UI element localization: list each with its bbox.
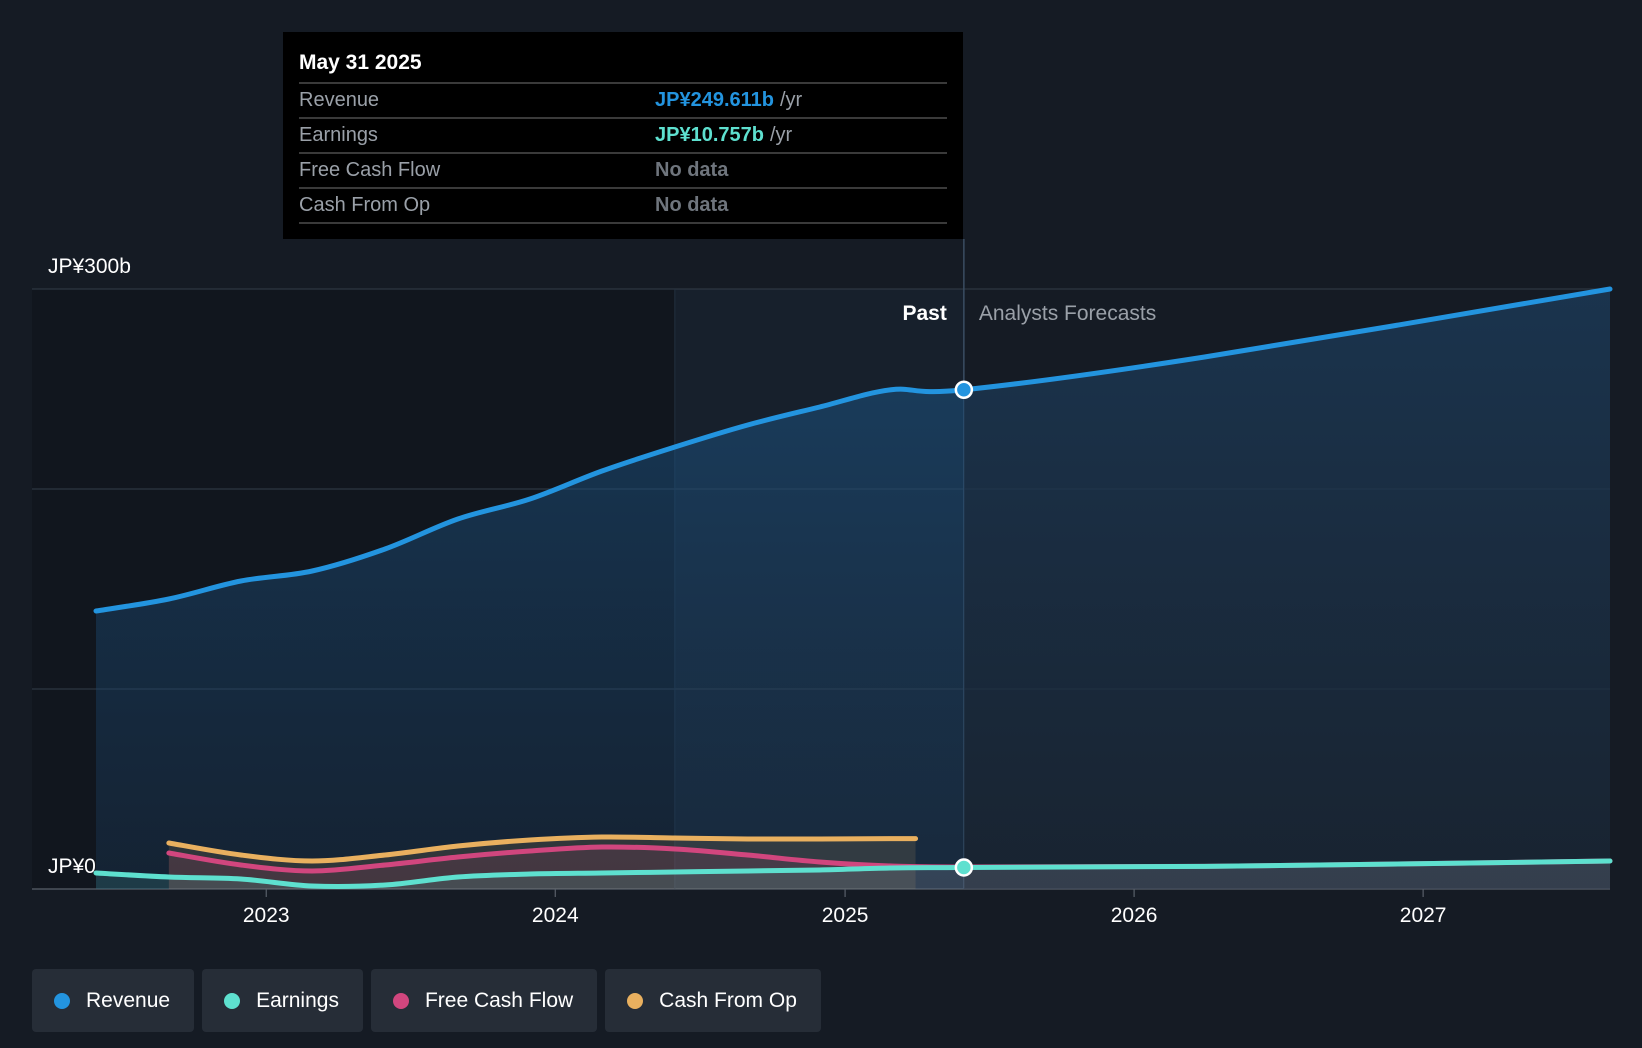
revenue-area-past (96, 389, 964, 889)
revenue-marker (954, 380, 974, 400)
tooltip-value: No data (655, 159, 729, 181)
x-axis-label: 2024 (532, 904, 579, 927)
y-axis-label: JP¥300b (48, 255, 131, 278)
legend-item-earnings[interactable]: Earnings (202, 969, 363, 1032)
x-axis-label: 2025 (822, 904, 869, 927)
tooltip-label: Earnings (299, 124, 378, 146)
legend-label: Free Cash Flow (424, 988, 574, 1012)
tooltip-value: JP¥249.611b (655, 89, 774, 111)
tooltip-label: Cash From Op (299, 194, 431, 216)
forecast-label: Analysts Forecasts (979, 302, 1156, 325)
tooltip-row-earnings: Earnings JP¥10.757b /yr (299, 119, 947, 154)
legend-dot-icon (392, 992, 409, 1009)
revenue-area-forecast (963, 289, 1610, 889)
tooltip-label: Revenue (299, 89, 380, 111)
tooltip-row-cash-from-op: Cash From Op No data (299, 189, 947, 224)
legend-item-cash-from-op[interactable]: Cash From Op (605, 969, 821, 1032)
past-label: Past (902, 302, 946, 325)
legend-item-revenue[interactable]: Revenue (32, 969, 195, 1032)
x-axis-label: 2023 (243, 904, 290, 927)
tooltip: May 31 2025 Revenue JP¥249.611b /yr Earn… (283, 32, 963, 239)
x-axis-label: 2026 (1111, 904, 1158, 927)
legend-label: Earnings (256, 988, 339, 1012)
tooltip-unit: /yr (780, 89, 803, 111)
tooltip-date: May 31 2025 (299, 44, 947, 84)
legend-item-free-cash-flow[interactable]: Free Cash Flow (370, 969, 598, 1032)
cash-from-op-line (166, 834, 919, 864)
tooltip-row-free-cash-flow: Free Cash Flow No data (299, 154, 947, 189)
legend-dot-icon (54, 992, 70, 1009)
tooltip-value: No data (655, 194, 729, 216)
cash-from-op-area (168, 836, 916, 889)
tooltip-value: JP¥10.757b (655, 124, 764, 146)
x-axis-label: 2027 (1400, 904, 1447, 927)
legend-dot-icon (627, 992, 644, 1009)
legend-dot-icon (224, 992, 241, 1009)
tooltip-row-revenue: Revenue JP¥249.611b /yr (299, 84, 947, 119)
earnings-line (93, 858, 1613, 890)
tooltip-label: Free Cash Flow (299, 159, 441, 181)
revenue-line (93, 286, 1613, 614)
legend: Revenue Earnings Free Cash Flow Cash Fro… (32, 969, 821, 1032)
tooltip-unit: /yr (769, 124, 793, 146)
legend-label: Revenue (86, 988, 171, 1012)
y-axis-label: JP¥0 (48, 855, 96, 878)
legend-label: Cash From Op (659, 988, 797, 1012)
earnings-marker (954, 858, 974, 877)
